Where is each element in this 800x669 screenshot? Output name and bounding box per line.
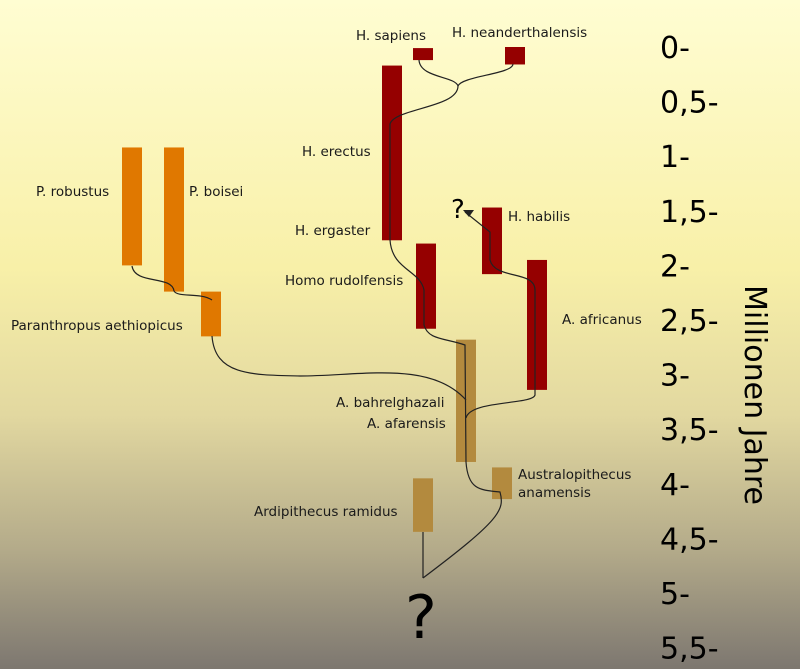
bar-a-africanus: [527, 259, 547, 390]
label-homo-rudolfensis: Homo rudolfensis: [285, 273, 403, 289]
time-axis: 0- 0,5- 1- 1,5- 2- 2,5- 3- 3,5- 4- 4,5- 5- 5,5-: [660, 31, 719, 667]
bar-p-boisei: [164, 147, 184, 292]
bar-h-erectus: [382, 65, 402, 241]
arrow-head: [463, 210, 474, 217]
label-h-habilis: H. habilis: [508, 209, 570, 225]
label-ardipithecus-ramidus: Ardipithecus ramidus: [254, 504, 398, 520]
bar-australopithecus-anamensis: [492, 467, 512, 500]
link-sapiens-neanderthal: [418, 59, 514, 88]
species-bars: [122, 47, 547, 532]
link-afarensis-anamensis: [422, 461, 502, 579]
link-paranthropus: [131, 265, 213, 301]
axis-tick-label: 1-: [660, 140, 690, 175]
axis-tick-label: 0,5-: [660, 86, 719, 121]
axis-tick-label: 2,5-: [660, 304, 719, 339]
label-h-neanderthalensis: H. neanderthalensis: [452, 25, 587, 41]
lineage-lines: [131, 59, 536, 579]
bar-h-neanderthalensis: [505, 47, 525, 65]
species-labels: H. sapiens H. neanderthalensis H. erectu…: [11, 25, 642, 653]
bar-homo-rudolfensis: [416, 243, 436, 329]
label-h-ergaster: H. ergaster: [295, 223, 371, 239]
question-mark-origin: ?: [405, 583, 437, 653]
link-erectus-sapiens: [389, 85, 459, 240]
label-h-sapiens: H. sapiens: [356, 28, 426, 44]
axis-tick-label: 4-: [660, 468, 690, 503]
bar-paranthropus-aethiopicus: [201, 291, 221, 337]
axis-tick-label: 5-: [660, 577, 690, 612]
link-aethiopicus-afarensis: [211, 335, 467, 401]
axis-tick-label: 0-: [660, 31, 690, 66]
axis-tick-label: 4,5-: [660, 522, 719, 557]
label-paranthropus-aethiopicus: Paranthropus aethiopicus: [11, 318, 183, 334]
label-p-boisei: P. boisei: [189, 184, 243, 200]
question-mark-habilis: ?: [451, 195, 465, 225]
label-h-erectus: H. erectus: [302, 144, 371, 160]
label-a-bahrelghazali: A. bahrelghazali: [336, 395, 445, 411]
link-habilis-africanus: [464, 211, 536, 419]
axis-tick-label: 1,5-: [660, 195, 719, 230]
axis-label: Millionen Jahre: [737, 285, 772, 505]
axis-tick-label: 5,5-: [660, 632, 719, 667]
label-a-afarensis: A. afarensis: [367, 416, 446, 432]
label-p-robustus: P. robustus: [36, 184, 109, 200]
axis-tick-label: 3,5-: [660, 413, 719, 448]
bar-p-robustus: [122, 147, 142, 266]
label-a-africanus: A. africanus: [562, 312, 642, 328]
axis-tick-label: 3-: [660, 359, 690, 394]
label-australopithecus-anamensis: Australopithecus anamensis: [518, 467, 631, 501]
bar-h-habilis: [482, 207, 502, 275]
link-erectus-afarensis: [389, 239, 467, 463]
bar-h-sapiens: [413, 48, 433, 61]
axis-tick-label: 2-: [660, 249, 690, 284]
bar-ardipithecus-ramidus: [413, 478, 433, 532]
